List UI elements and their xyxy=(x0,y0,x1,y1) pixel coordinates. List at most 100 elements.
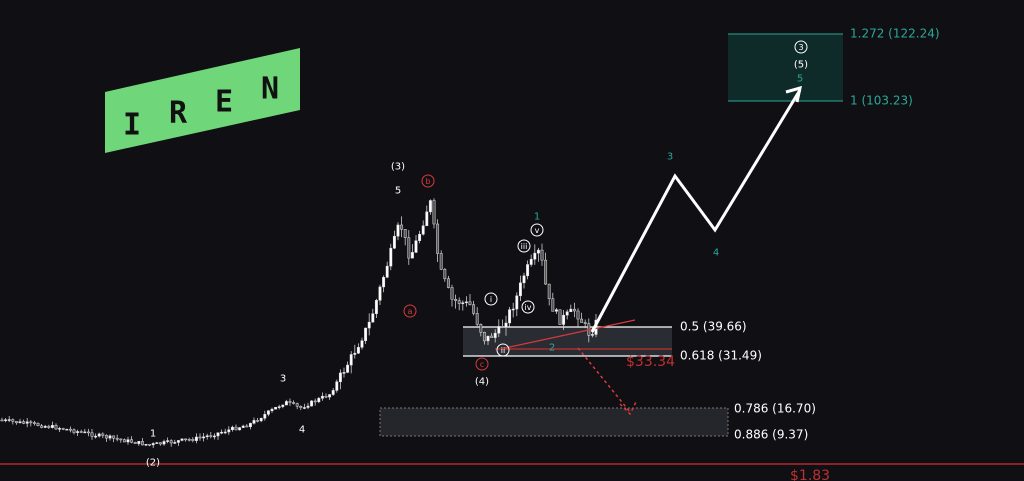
candle-body xyxy=(202,436,206,439)
candle-body xyxy=(414,240,418,253)
candle-body xyxy=(36,423,40,427)
labels: 1.272 (122.24) 1 (103.23) 0.5 (39.66) 0.618… xyxy=(146,27,940,481)
price-label: $1.83 xyxy=(790,468,830,481)
candle-body xyxy=(4,419,8,421)
candle-body xyxy=(176,440,180,443)
wave-circle xyxy=(484,292,498,306)
candle-body xyxy=(169,440,173,444)
candle-body xyxy=(551,298,555,312)
candle-body xyxy=(133,442,137,444)
candle-body xyxy=(353,352,357,355)
candle-body xyxy=(504,322,508,328)
candle-body xyxy=(191,439,195,441)
candle-body xyxy=(446,278,450,288)
candle-body xyxy=(508,309,512,324)
target-zone xyxy=(728,34,843,101)
candle-body xyxy=(162,441,166,445)
wave-label: (4) xyxy=(475,377,489,388)
candle-body xyxy=(252,420,256,424)
fib-label: 0.5 (39.66) xyxy=(680,320,747,334)
candle-body xyxy=(565,311,569,316)
candle-body xyxy=(22,421,26,424)
candle-body xyxy=(436,223,440,254)
candle-body xyxy=(450,287,454,300)
candle-body xyxy=(79,431,83,433)
candle-body xyxy=(529,258,533,265)
candle-body xyxy=(72,429,76,433)
wave-circle xyxy=(403,304,417,318)
candle-body xyxy=(137,441,141,444)
candle-body xyxy=(151,443,155,446)
logo-letter: I xyxy=(123,108,141,143)
candle-body xyxy=(248,423,252,427)
candle-body xyxy=(101,433,105,436)
candle-body xyxy=(544,259,548,285)
candle-body xyxy=(547,283,551,299)
candle-body xyxy=(396,224,400,237)
candle-body xyxy=(342,372,346,374)
wave-label: ii xyxy=(501,346,505,355)
candle-body xyxy=(367,321,371,329)
wave-label: 4 xyxy=(713,248,719,259)
fib-label: 0.618 (31.49) xyxy=(680,349,762,363)
candle-body xyxy=(518,282,522,297)
candle-body xyxy=(288,401,292,403)
candle-body xyxy=(277,406,281,408)
candle-body xyxy=(14,421,18,424)
wave-label: iii xyxy=(521,242,528,251)
candle-body xyxy=(490,335,494,338)
candle-body xyxy=(317,398,321,403)
candle-body xyxy=(241,425,245,428)
candle-body xyxy=(86,431,90,434)
candle-body xyxy=(58,428,62,430)
candle-body xyxy=(43,425,47,428)
candle-body xyxy=(590,334,594,336)
wave-label: 3 xyxy=(798,43,803,52)
candle-body xyxy=(180,438,184,441)
candle-body xyxy=(47,425,51,428)
candle-body xyxy=(526,264,530,277)
candle-body xyxy=(281,404,285,407)
candle-body xyxy=(173,442,177,444)
wave-label: iv xyxy=(525,303,532,312)
candle-body xyxy=(115,437,119,440)
candle-body xyxy=(83,431,87,434)
candle-body xyxy=(522,275,526,284)
wave-label: (5) xyxy=(794,60,808,71)
candle-body xyxy=(558,309,562,325)
candle-body xyxy=(97,433,101,437)
candle-body xyxy=(112,435,116,439)
candle-body xyxy=(104,435,108,439)
wave-label: c xyxy=(480,360,484,369)
candle-body xyxy=(245,425,249,428)
arrow-head xyxy=(785,85,802,103)
candle-body xyxy=(270,408,274,412)
wave-label: 5 xyxy=(797,74,803,85)
candle-body xyxy=(94,435,98,438)
candle-body xyxy=(572,308,576,312)
candle-body xyxy=(515,295,519,310)
candle-body xyxy=(374,300,378,314)
candle-body xyxy=(457,300,461,304)
candle-body xyxy=(356,347,360,354)
candle-body xyxy=(194,436,198,441)
candle-body xyxy=(583,322,587,324)
candle-body xyxy=(382,277,386,288)
wave-label: i xyxy=(490,295,492,304)
candle-body xyxy=(284,401,288,406)
candle-body xyxy=(61,428,65,430)
candle-body xyxy=(385,265,389,278)
fib-label: 1.272 (122.24) xyxy=(850,27,940,41)
candle-body xyxy=(184,438,188,441)
candle-body xyxy=(349,354,353,366)
candle-body xyxy=(346,364,350,373)
wave-circle xyxy=(530,223,544,237)
wave-label: 4 xyxy=(299,425,305,436)
candle-body xyxy=(7,419,11,421)
candle-body xyxy=(140,441,144,446)
candle-body xyxy=(223,431,227,434)
candle-body xyxy=(511,308,515,311)
candle-body xyxy=(306,405,310,408)
logo-letter: R xyxy=(169,96,188,131)
candle-body xyxy=(0,419,4,422)
